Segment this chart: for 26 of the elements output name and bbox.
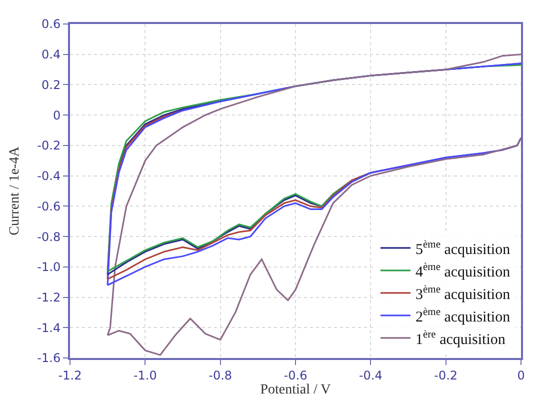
legend-label: 3$^{ème}$ acquisition [415, 284, 511, 303]
x-tick-label: -0.2 [434, 368, 458, 382]
y-tick-label: 0.4 [42, 48, 61, 62]
y-tick-label: -1.4 [37, 320, 61, 335]
y-tick-label: -0.8 [37, 230, 61, 244]
y-tick-label: 0 [52, 108, 61, 122]
y-tick-label: -1.6 [37, 351, 61, 366]
legend-label: 1$^{ère}$ acquisition [415, 329, 506, 348]
x-tick-label: -0.4 [358, 368, 382, 382]
y-tick-label: -1.2 [37, 290, 61, 304]
legend-label: 5$^{ème}$ acquisition [415, 239, 511, 258]
x-tick-label: 0 [517, 368, 525, 382]
legend-label: 4$^{ème}$ acquisition [415, 262, 511, 280]
legend-label: 2$^{ème}$ acquisition [415, 306, 511, 326]
y-tick-label: 0.6 [42, 17, 61, 32]
y-tick-label: 0.2 [42, 78, 61, 92]
y-tick-label: -0.2 [37, 138, 61, 153]
y-axis-title: Current / 1e-4A [7, 146, 22, 236]
x-tick-label: -0.6 [284, 368, 308, 382]
y-tick-label: -0.6 [37, 199, 61, 214]
y-tick-label: -0.4 [37, 169, 61, 184]
x-tick-label: -0.8 [208, 368, 232, 382]
x-tick-label: -1.2 [58, 368, 82, 382]
y-tick-label: -1.0 [37, 260, 61, 274]
x-tick-label: -1.0 [133, 368, 157, 382]
x-axis-title: Potential / V [260, 382, 331, 398]
